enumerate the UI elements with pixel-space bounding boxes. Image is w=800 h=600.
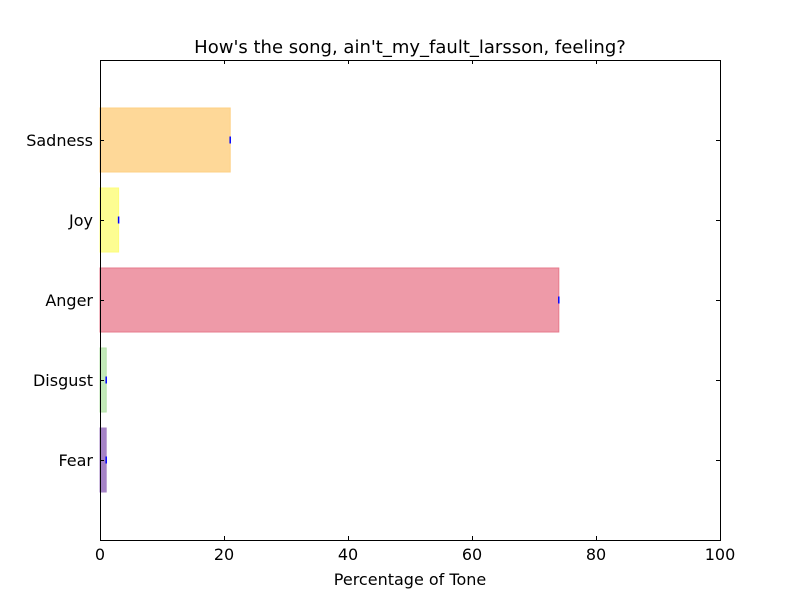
x-tick-label-100: 100	[705, 545, 736, 564]
error-markers-group	[105, 136, 560, 464]
x-tick-label-60: 60	[462, 545, 482, 564]
bar-anger	[99, 267, 560, 333]
y-tick-label-anger: Anger	[45, 291, 93, 310]
x-tick-label-0: 0	[95, 545, 105, 564]
x-tick-label-40: 40	[338, 545, 358, 564]
bars-group	[99, 107, 560, 493]
bar-sadness	[99, 107, 231, 173]
ticks-group	[100, 60, 721, 540]
x-axis-label: Percentage of Tone	[334, 570, 486, 589]
x-tick-label-20: 20	[214, 545, 234, 564]
y-tick-label-joy: Joy	[68, 211, 93, 230]
chart-title: How's the song, ain't_my_fault_larsson, …	[194, 37, 626, 58]
y-tick-label-sadness: Sadness	[26, 131, 93, 150]
tick-labels-group: Fear Disgust Anger Joy Sadness 0 20 40 60 80 100	[26, 131, 735, 564]
y-tick-label-disgust: Disgust	[33, 371, 93, 390]
x-tick-label-80: 80	[586, 545, 606, 564]
y-tick-label-fear: Fear	[58, 451, 93, 470]
